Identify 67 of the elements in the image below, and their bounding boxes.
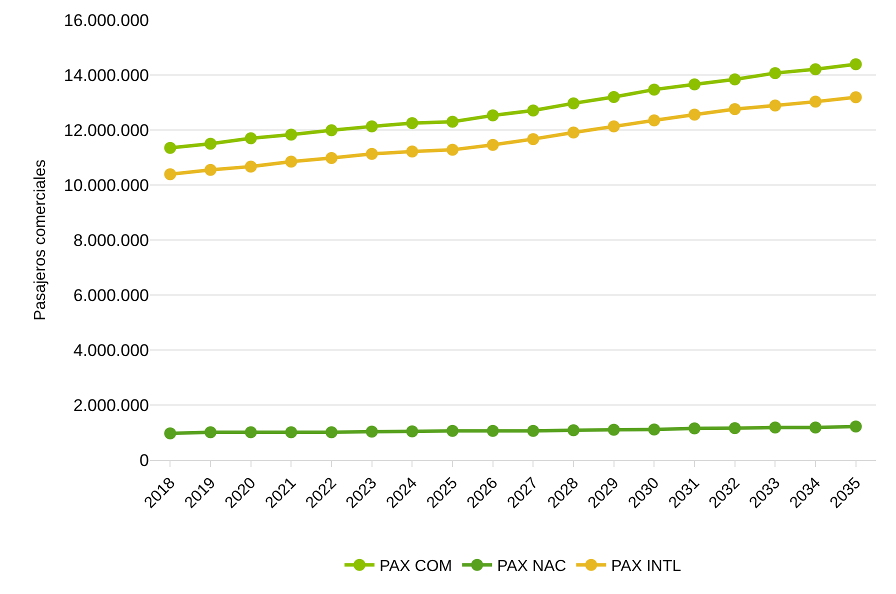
y-tick-label: 8.000.000 [73, 230, 149, 250]
y-tick-label: 12.000.000 [64, 120, 149, 140]
point [326, 124, 338, 136]
point [164, 427, 176, 440]
point [769, 67, 782, 80]
legend-label: PAX INTL [611, 558, 682, 576]
point [486, 109, 499, 122]
point [810, 422, 822, 434]
point [850, 58, 862, 70]
point [810, 63, 822, 76]
point [769, 422, 782, 434]
point [244, 160, 257, 173]
y-tick-label: 10.000.000 [64, 176, 149, 195]
point [285, 156, 298, 168]
point [244, 132, 257, 144]
point [688, 422, 700, 434]
point [366, 148, 378, 160]
point [204, 426, 216, 438]
point [446, 424, 458, 437]
point [568, 97, 580, 110]
point [728, 103, 741, 116]
point [486, 424, 499, 437]
y-axis-title: Pasajeros comerciales [32, 160, 49, 320]
y-tick-label: 6.000.000 [73, 286, 149, 305]
point [204, 164, 216, 176]
point [446, 144, 458, 156]
y-tick-label: 0 [140, 450, 149, 470]
point [326, 426, 338, 438]
point [608, 91, 620, 103]
point [850, 91, 862, 104]
point [244, 426, 257, 438]
point [285, 128, 298, 141]
y-tick-label: 4.000.000 [73, 340, 149, 360]
point [568, 424, 580, 436]
point [608, 424, 620, 436]
point [527, 133, 540, 146]
point [810, 96, 822, 108]
point [446, 116, 458, 128]
point [728, 422, 741, 434]
point [366, 120, 378, 132]
point [486, 138, 499, 151]
point [285, 426, 298, 438]
point [366, 426, 378, 438]
y-tick-label: 16.000.000 [64, 10, 149, 30]
y-tick-label: 2.000.000 [73, 396, 149, 415]
y-tick-label: 14.000.000 [64, 66, 149, 85]
point [527, 424, 540, 437]
point [769, 100, 782, 112]
point [326, 152, 338, 164]
point [688, 78, 700, 90]
point [527, 104, 540, 116]
point [608, 120, 620, 132]
point [568, 126, 580, 138]
point [164, 142, 176, 154]
point [406, 425, 418, 438]
point [688, 108, 700, 121]
legend-label: PAX COM [380, 558, 452, 576]
point [406, 117, 418, 130]
point [648, 114, 660, 126]
point [850, 420, 862, 432]
point [648, 84, 660, 96]
point [406, 145, 418, 158]
point [164, 168, 176, 180]
legend-label: PAX NAC [497, 558, 566, 576]
point [648, 423, 660, 436]
point [204, 138, 216, 150]
point [728, 73, 741, 86]
